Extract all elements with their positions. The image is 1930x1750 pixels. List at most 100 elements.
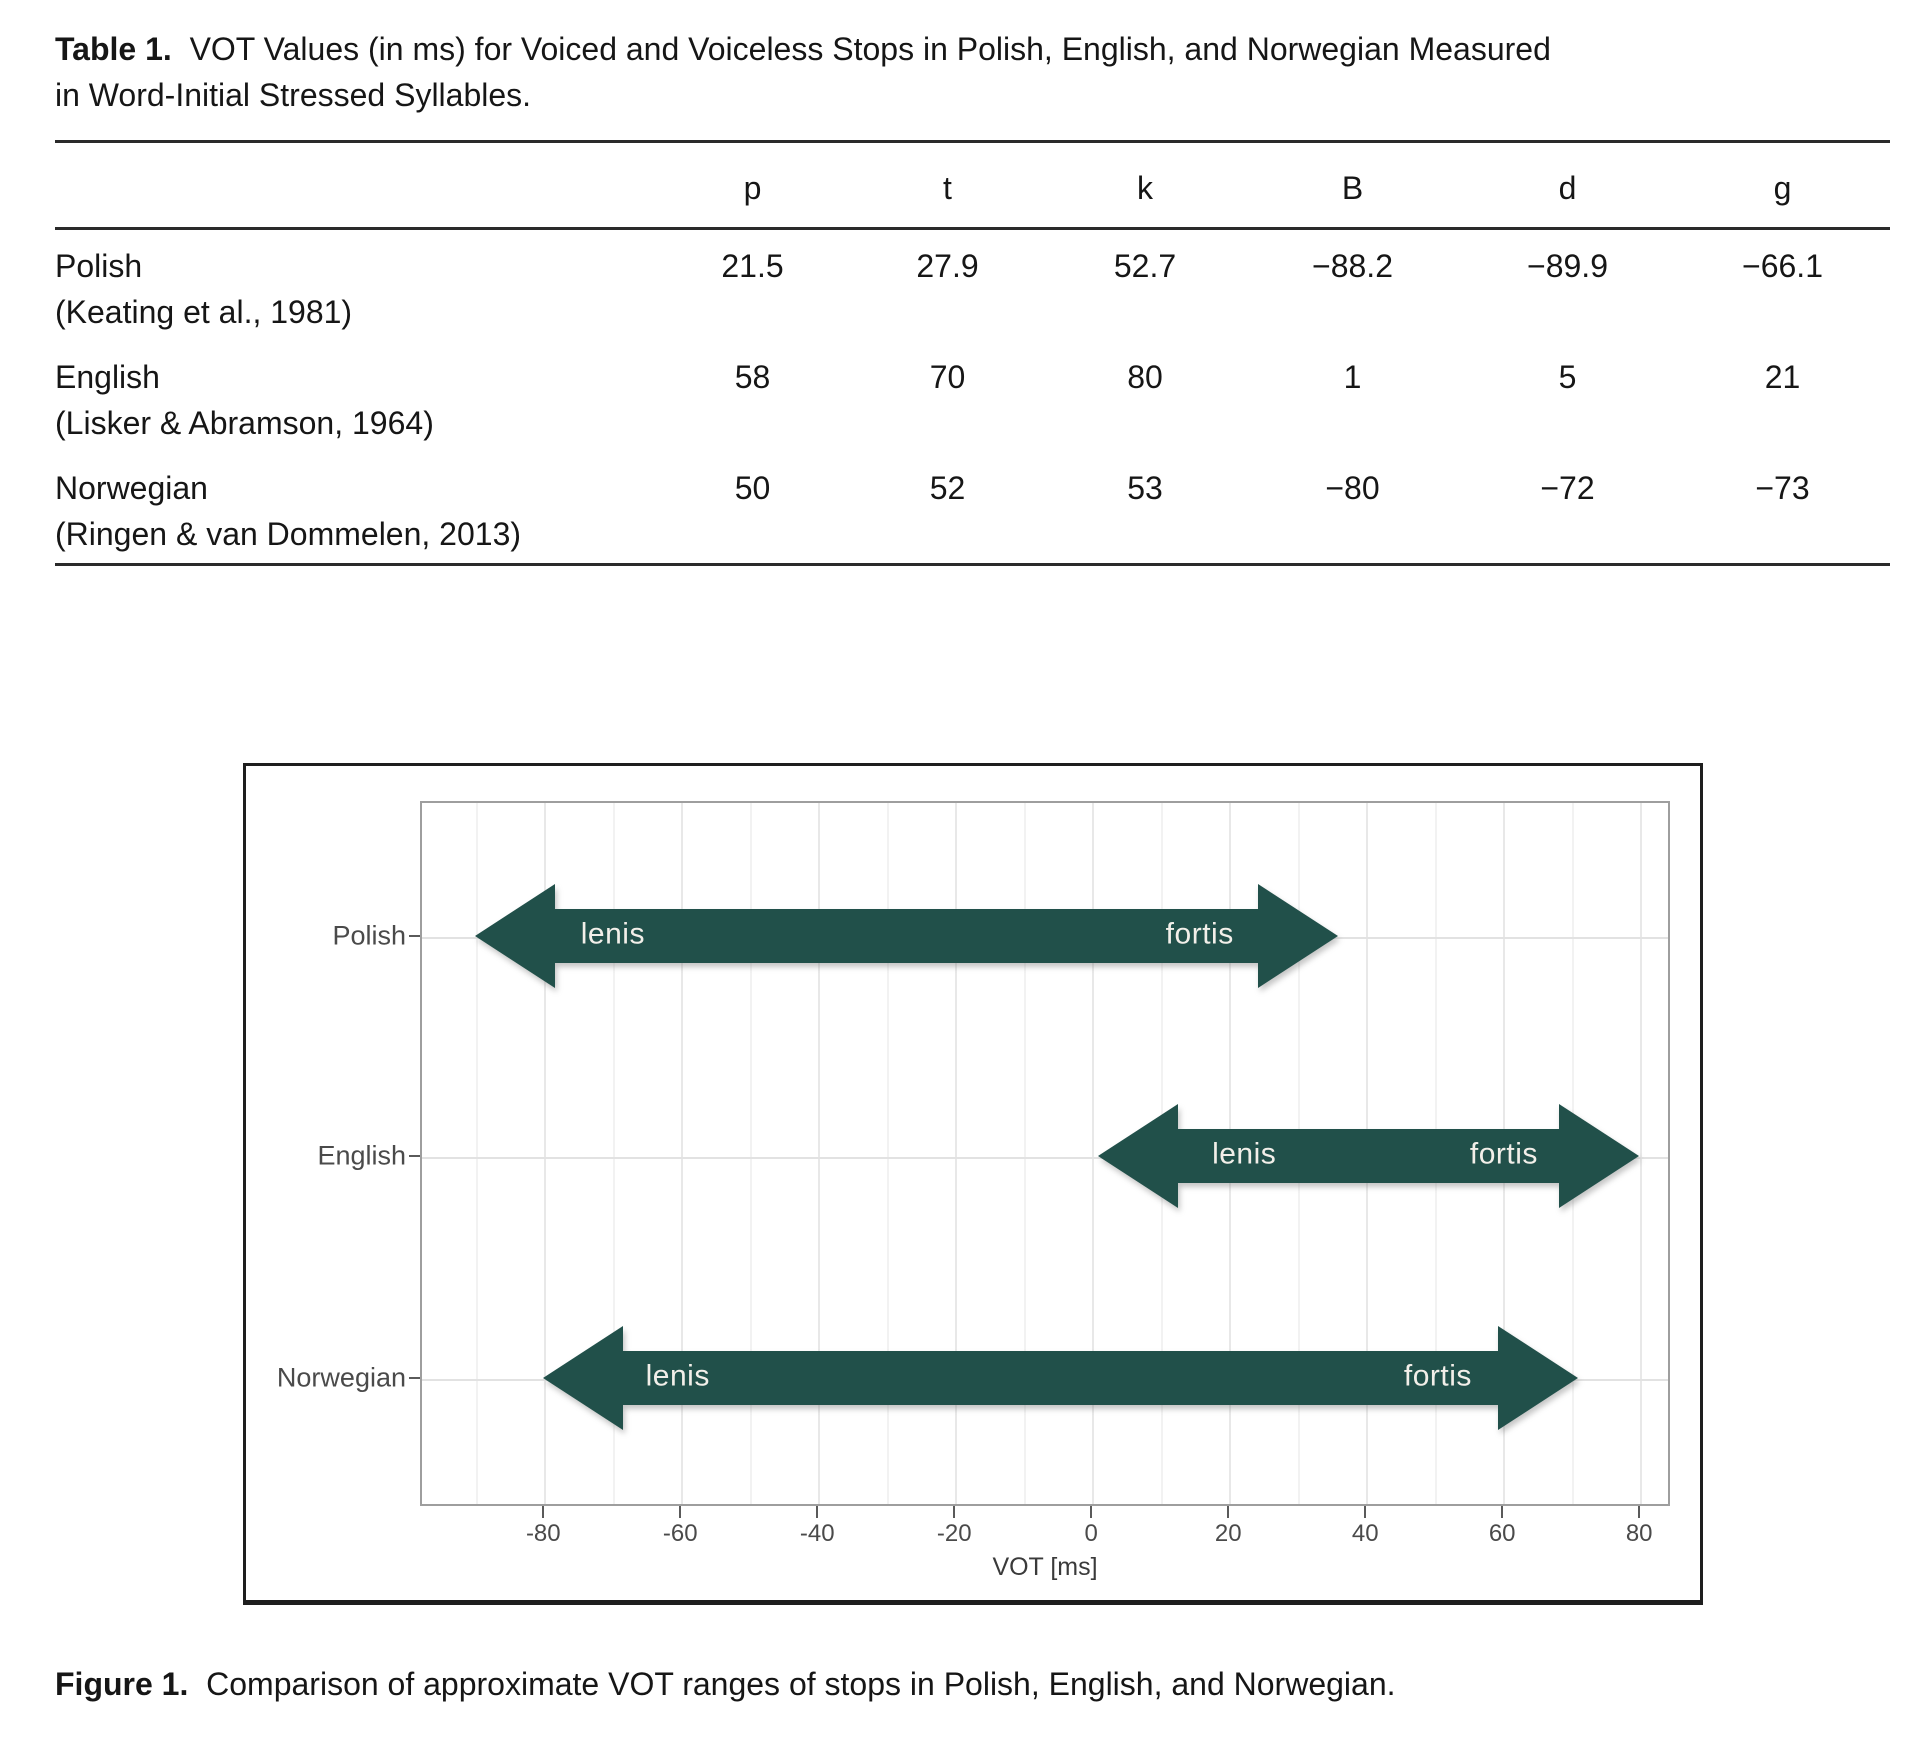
cell-value: 58 [734, 359, 771, 395]
cell-value: −89.9 [1527, 248, 1608, 284]
language-name: English [55, 359, 160, 395]
gridline-major [1092, 803, 1095, 1504]
table-row-norwegian: Norwegian (Ringen & van Dommelen, 2013) … [55, 452, 1890, 565]
x-tick-label: -40 [799, 1520, 835, 1547]
table-row-english: English (Lisker & Abramson, 1964) 58 70 … [55, 341, 1890, 452]
vot-table: p t k B d g Polish (Keating et al., 1981… [55, 140, 1890, 566]
fortis-label: fortis [1165, 917, 1234, 951]
vot-range-arrow-polish: lenis fortis [474, 884, 1338, 988]
y-tick-mark [409, 1376, 420, 1379]
arrow-shaft [1176, 1128, 1562, 1183]
language-name: Norwegian [55, 470, 208, 506]
col-header-empty [55, 141, 655, 230]
arrow-left-head-icon [543, 1325, 624, 1430]
lenis-label: lenis [1212, 1137, 1277, 1171]
cell-value: −80 [1325, 470, 1380, 506]
cell-value: −73 [1755, 470, 1810, 506]
row-label-cell: English (Lisker & Abramson, 1964) [55, 341, 655, 452]
gridline-major [681, 803, 684, 1504]
figure-caption: Figure 1. Comparison of approximate VOT … [55, 1662, 1890, 1706]
arrow-left-head-icon [1098, 1103, 1179, 1208]
table-label: Table 1. [55, 31, 172, 67]
arrow-shaft [621, 1350, 1500, 1405]
x-tick-label: 40 [1351, 1520, 1379, 1547]
figure-caption-label: Figure 1. [55, 1666, 189, 1702]
cell-value: 27.9 [916, 248, 979, 284]
table-title-text1: VOT Values (in ms) for Voiced and Voicel… [189, 31, 1551, 67]
col-header-t: t [850, 141, 1045, 230]
x-tick-mark [816, 1506, 819, 1518]
cell-value: 1 [1343, 359, 1362, 395]
cell-value: 52.7 [1113, 248, 1177, 284]
x-tick-mark [1364, 1506, 1367, 1518]
x-tick-label: -20 [936, 1520, 972, 1547]
x-tick-mark [1501, 1506, 1504, 1518]
gridline-major [1640, 803, 1643, 1504]
gridline-minor [1023, 803, 1026, 1504]
fortis-label: fortis [1469, 1137, 1538, 1171]
x-tick-mark [1227, 1506, 1230, 1518]
y-axis-label-norwegian: Norwegian [276, 1362, 406, 1393]
x-tick-label: -60 [662, 1520, 698, 1547]
cell-value: −72 [1540, 470, 1595, 506]
arrow-right-head-icon [1257, 884, 1338, 988]
arrow-right-head-icon [1559, 1103, 1640, 1208]
gridline-minor [612, 803, 615, 1504]
lenis-label: lenis [580, 917, 645, 951]
y-tick-mark [409, 1154, 420, 1157]
vot-range-arrow-norwegian: lenis fortis [543, 1325, 1578, 1430]
x-tick-mark [1090, 1506, 1093, 1518]
figure-caption-text: Comparison of approximate VOT ranges of … [206, 1666, 1396, 1702]
gridline-major [955, 803, 958, 1504]
table-title: Table 1. VOT Values (in ms) for Voiced a… [55, 26, 1890, 118]
x-tick-mark [679, 1506, 682, 1518]
x-tick-mark [542, 1506, 545, 1518]
gridline-minor [475, 803, 478, 1504]
x-tick-label: 0 [1084, 1520, 1098, 1547]
vot-range-arrow-english: lenis fortis [1098, 1103, 1640, 1208]
cell-value: 53 [1127, 470, 1163, 506]
col-header-d: d [1460, 141, 1675, 230]
gridline-minor [886, 803, 889, 1504]
row-label-cell: Polish (Keating et al., 1981) [55, 229, 655, 342]
gridline-major [818, 803, 821, 1504]
x-tick-label: -80 [525, 1520, 561, 1547]
gridline-row [422, 1156, 1668, 1159]
figure-1-box: VOT [ms] Polish English Norwegian -80 -60 -40… [243, 763, 1703, 1605]
table-header-row: p t k B d g [55, 141, 1890, 230]
y-axis-label-polish: Polish [332, 920, 406, 951]
x-tick-label: 20 [1214, 1520, 1242, 1547]
table-title-line2: in Word-Initial Stressed Syllables. [55, 77, 532, 113]
fortis-label: fortis [1403, 1359, 1472, 1393]
cell-value: −88.2 [1312, 248, 1393, 284]
table-1-block: Table 1. VOT Values (in ms) for Voiced a… [55, 26, 1890, 566]
cell-value: 21.5 [721, 248, 784, 284]
gridline-minor [749, 803, 752, 1504]
col-header-b: B [1245, 141, 1460, 230]
cell-value: 52 [929, 470, 966, 506]
cell-value: 80 [1127, 359, 1163, 395]
gridline-major [544, 803, 547, 1504]
x-tick-mark [1638, 1506, 1641, 1518]
cell-value: 5 [1558, 359, 1577, 395]
arrow-left-head-icon [474, 884, 555, 988]
col-header-p: p [655, 141, 850, 230]
cell-value: 50 [734, 470, 771, 506]
arrow-right-head-icon [1497, 1325, 1578, 1430]
x-axis-title: VOT [ms] [992, 1553, 1098, 1581]
cell-value: 70 [929, 359, 966, 395]
y-tick-mark [409, 935, 420, 937]
x-tick-mark [953, 1506, 956, 1518]
cell-value: 21 [1764, 359, 1801, 395]
lenis-label: lenis [645, 1359, 710, 1393]
col-header-k: k [1045, 141, 1245, 230]
y-axis-label-english: English [317, 1140, 406, 1171]
x-tick-label: 80 [1625, 1520, 1653, 1547]
table-title-line1: Table 1. VOT Values (in ms) for Voiced a… [55, 26, 1890, 72]
table-row-polish: Polish (Keating et al., 1981) 21.5 27.9 … [55, 229, 1890, 342]
col-header-g: g [1675, 141, 1890, 230]
cell-value: −66.1 [1742, 248, 1823, 284]
language-source: (Keating et al., 1981) [55, 294, 353, 330]
language-source: (Ringen & van Dommelen, 2013) [55, 516, 522, 552]
